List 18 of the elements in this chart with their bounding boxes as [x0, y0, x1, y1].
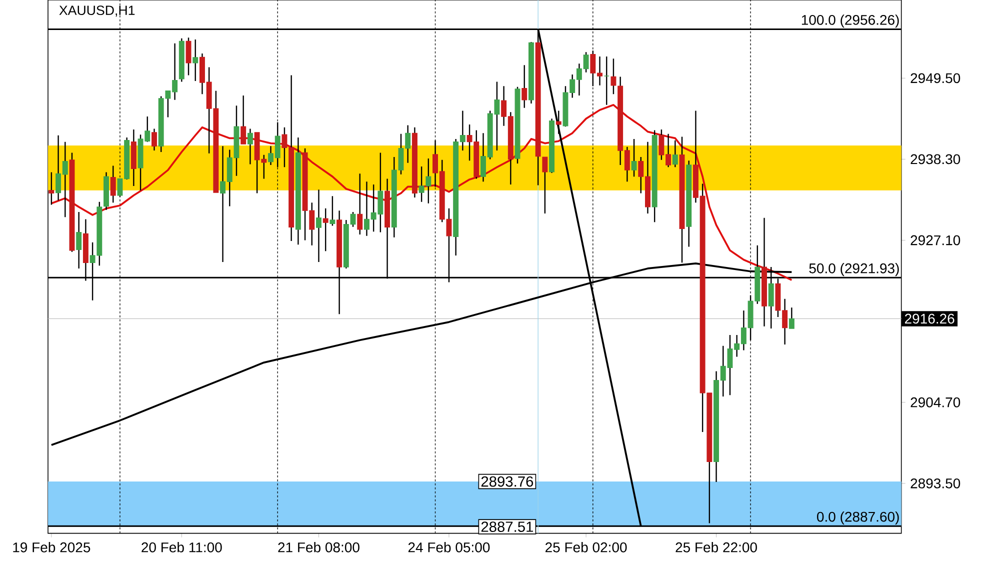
chart-title: XAUUSD,H1 [59, 6, 135, 17]
y-tick-label: 2927.10 [910, 235, 960, 246]
annotation: 2887.51 [481, 522, 533, 532]
x-tick-label: 20 Feb 11:00 [142, 542, 222, 552]
ref-line-label: 0.0 (2887.60) [817, 511, 899, 525]
ref-line-label: 2916.26 [904, 314, 954, 324]
y-tick-label: 2904.70 [910, 397, 960, 408]
x-tick-label: 25 Feb 22:00 [676, 542, 757, 552]
x-tick-label: 25 Feb 02:00 [546, 542, 627, 552]
annotation: 2893.76 [481, 476, 534, 487]
y-tick-label: 2949.50 [910, 73, 960, 84]
x-tick-label: 19 Feb 2025 [13, 542, 90, 552]
x-tick-label: 21 Feb 08:00 [278, 542, 360, 552]
x-tick-label: 24 Feb 05:00 [408, 542, 490, 552]
y-tick-label: 2893.50 [910, 478, 960, 488]
ref-line-label: 50.0 (2921.93) [809, 263, 899, 276]
ref-line-label: 100.0 (2956.26) [802, 14, 899, 28]
y-tick-label: 2938.30 [910, 154, 960, 164]
